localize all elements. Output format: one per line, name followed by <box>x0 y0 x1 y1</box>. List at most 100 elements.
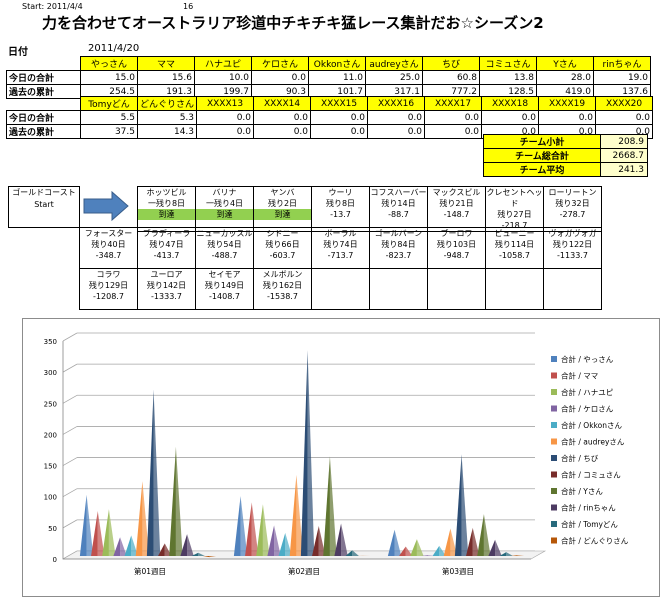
checkpoint-remaining: 残り8日 <box>325 199 356 208</box>
spike-bar-shade <box>495 539 502 556</box>
player-name-header: XXXX15 <box>310 96 369 111</box>
spike-bar-shade <box>506 552 513 556</box>
x-tick-label: 第01週目 <box>134 566 166 576</box>
race-empty-cell <box>369 268 428 310</box>
score-cell: 0.0 <box>251 70 309 85</box>
score-cell: 0.0 <box>196 124 255 139</box>
checkpoint-city: ブーロワ <box>440 229 473 238</box>
grid-line <box>62 363 78 373</box>
spike-bar-shade <box>97 511 105 556</box>
checkpoint-status: -1133.7 <box>557 251 588 260</box>
spike-bar <box>443 528 451 556</box>
spike-bar <box>499 552 507 556</box>
race-checkpoint: ビューニー 残り114日 -1058.7 <box>485 227 544 269</box>
legend-swatch <box>551 537 557 544</box>
checkpoint-status: -1538.7 <box>267 292 298 301</box>
x-tick-label: 第03週目 <box>442 566 474 576</box>
race-row: コラワ 残り129日 -1208.7 ユーロア 残り142日 -1333.7 セイモア 残り1… <box>79 268 602 310</box>
checkpoint-remaining: 残り103日 <box>436 240 477 249</box>
legend-swatch <box>551 356 557 362</box>
checkpoint-remaining: 残り54日 <box>207 240 242 249</box>
legend-label: 合計 / Okkonさん <box>561 420 622 430</box>
checkpoint-status: -278.7 <box>559 210 586 219</box>
score-cell: 5.3 <box>136 110 198 125</box>
race-checkpoint: ブラディーラ 残り47日 -413.7 <box>137 227 196 269</box>
weekly-totals-chart: 0 50 100 150 200 250 300 350 第01週目 第02週目 第03週目 合計 /… <box>44 332 629 576</box>
spike-bar-shade <box>341 523 348 556</box>
grid-line <box>62 394 78 404</box>
checkpoint-status: -948.7 <box>443 251 470 260</box>
y-tick-label: 300 <box>44 369 57 377</box>
race-checkpoint: ウーリ 残り8日 -13.7 <box>311 186 370 232</box>
checkpoint-remaining: 残り122日 <box>552 240 593 249</box>
legend-swatch <box>551 372 557 379</box>
spike-bar-shade <box>394 529 402 556</box>
score-cell: 11.0 <box>308 70 366 85</box>
checkpoint-status: -148.7 <box>443 210 470 219</box>
score-cell: 15.0 <box>80 70 138 85</box>
race-checkpoint: セイモア 残り149日 -1408.7 <box>195 268 254 310</box>
score-cell: 25.0 <box>365 70 423 85</box>
checkpoint-status: -823.7 <box>385 251 412 260</box>
checkpoint-city: ホッツビル <box>146 188 187 197</box>
checkpoint-city: フォースター <box>84 229 133 238</box>
checkpoint-remaining: 残り21日 <box>439 199 474 208</box>
spike-bar-shade <box>352 550 359 556</box>
row-label: 今日の合計 <box>6 110 81 125</box>
spike-bar <box>488 539 496 556</box>
checkpoint-remaining: 残り129日 <box>88 281 129 290</box>
checkpoint-status: -1408.7 <box>209 292 240 301</box>
team-stat-label: チーム小計 <box>483 134 601 149</box>
race-checkpoint: ユーロア 残り142日 -1333.7 <box>137 268 196 310</box>
race-start-label: Start <box>34 200 54 209</box>
legend-label: 合計 / ちび <box>561 453 599 463</box>
player-name-header: やっさん <box>80 56 138 71</box>
player-name-header: ハナユピ <box>194 56 252 71</box>
spike-bar <box>245 502 252 556</box>
legend-label: 合計 / rinちゃん <box>561 503 616 513</box>
score-cell: 0.0 <box>595 110 654 125</box>
legend-swatch <box>551 521 557 527</box>
score-cell: 0.0 <box>310 124 369 139</box>
checkpoint-status: -413.7 <box>153 251 180 260</box>
player-name-header: ママ <box>137 56 195 71</box>
checkpoint-remaining: 残り32日 <box>555 199 590 208</box>
spike-bar-shade <box>329 456 337 556</box>
checkpoint-status: -1058.7 <box>499 251 530 260</box>
race-checkpoint: コフスハーバー 残り14日 -88.7 <box>369 186 428 232</box>
checkpoint-status: -88.7 <box>388 210 409 219</box>
spike-bar-shade <box>108 509 116 556</box>
race-checkpoint: ゴールバーン 残り84日 -823.7 <box>369 227 428 269</box>
start-number: 16 <box>183 2 194 11</box>
player-name-header: XXXX16 <box>367 96 426 111</box>
checkpoint-remaining: 残り74日 <box>323 240 358 249</box>
player-name-header: Okkonさん <box>308 56 366 71</box>
score-cell: 14.3 <box>136 124 198 139</box>
score-cell: 0.0 <box>424 110 483 125</box>
spike-bar-shade <box>187 534 194 556</box>
score-cell: 0.0 <box>367 124 426 139</box>
team-stat-value: 2668.7 <box>600 148 648 163</box>
grid-line <box>62 488 78 498</box>
score-cell: 0.0 <box>196 110 255 125</box>
checkpoint-remaining: 一残り8日 <box>147 199 186 208</box>
checkpoint-remaining: 一残り4日 <box>205 199 244 208</box>
spike-bar <box>454 454 462 556</box>
spike-bar <box>267 525 275 556</box>
player-name-header: ケロさん <box>251 56 309 71</box>
spike-bar <box>477 514 484 556</box>
spike-bar <box>256 504 263 556</box>
page-title: 力を合わせてオーストラリア珍道中チキチキ猛レース集計だお☆シーズン2 <box>42 14 544 32</box>
score-cell: 19.0 <box>593 70 651 85</box>
legend-label: 合計 / ハナユピ <box>561 387 614 397</box>
spike-bar <box>466 527 473 556</box>
race-row: フォースター 残り40日 -348.7 ブラディーラ 残り47日 -413.7 ニューカッス… <box>79 227 602 269</box>
player-name-header: XXXX13 <box>196 96 255 111</box>
spike-bar <box>323 456 330 556</box>
spike-bar <box>169 446 176 556</box>
spike-bar <box>410 539 417 556</box>
team-stat-label: チーム総合計 <box>483 148 601 163</box>
spike-bar-shade <box>439 545 446 556</box>
spike-bar-shade <box>416 539 424 556</box>
y-tick-label: 250 <box>44 400 57 408</box>
